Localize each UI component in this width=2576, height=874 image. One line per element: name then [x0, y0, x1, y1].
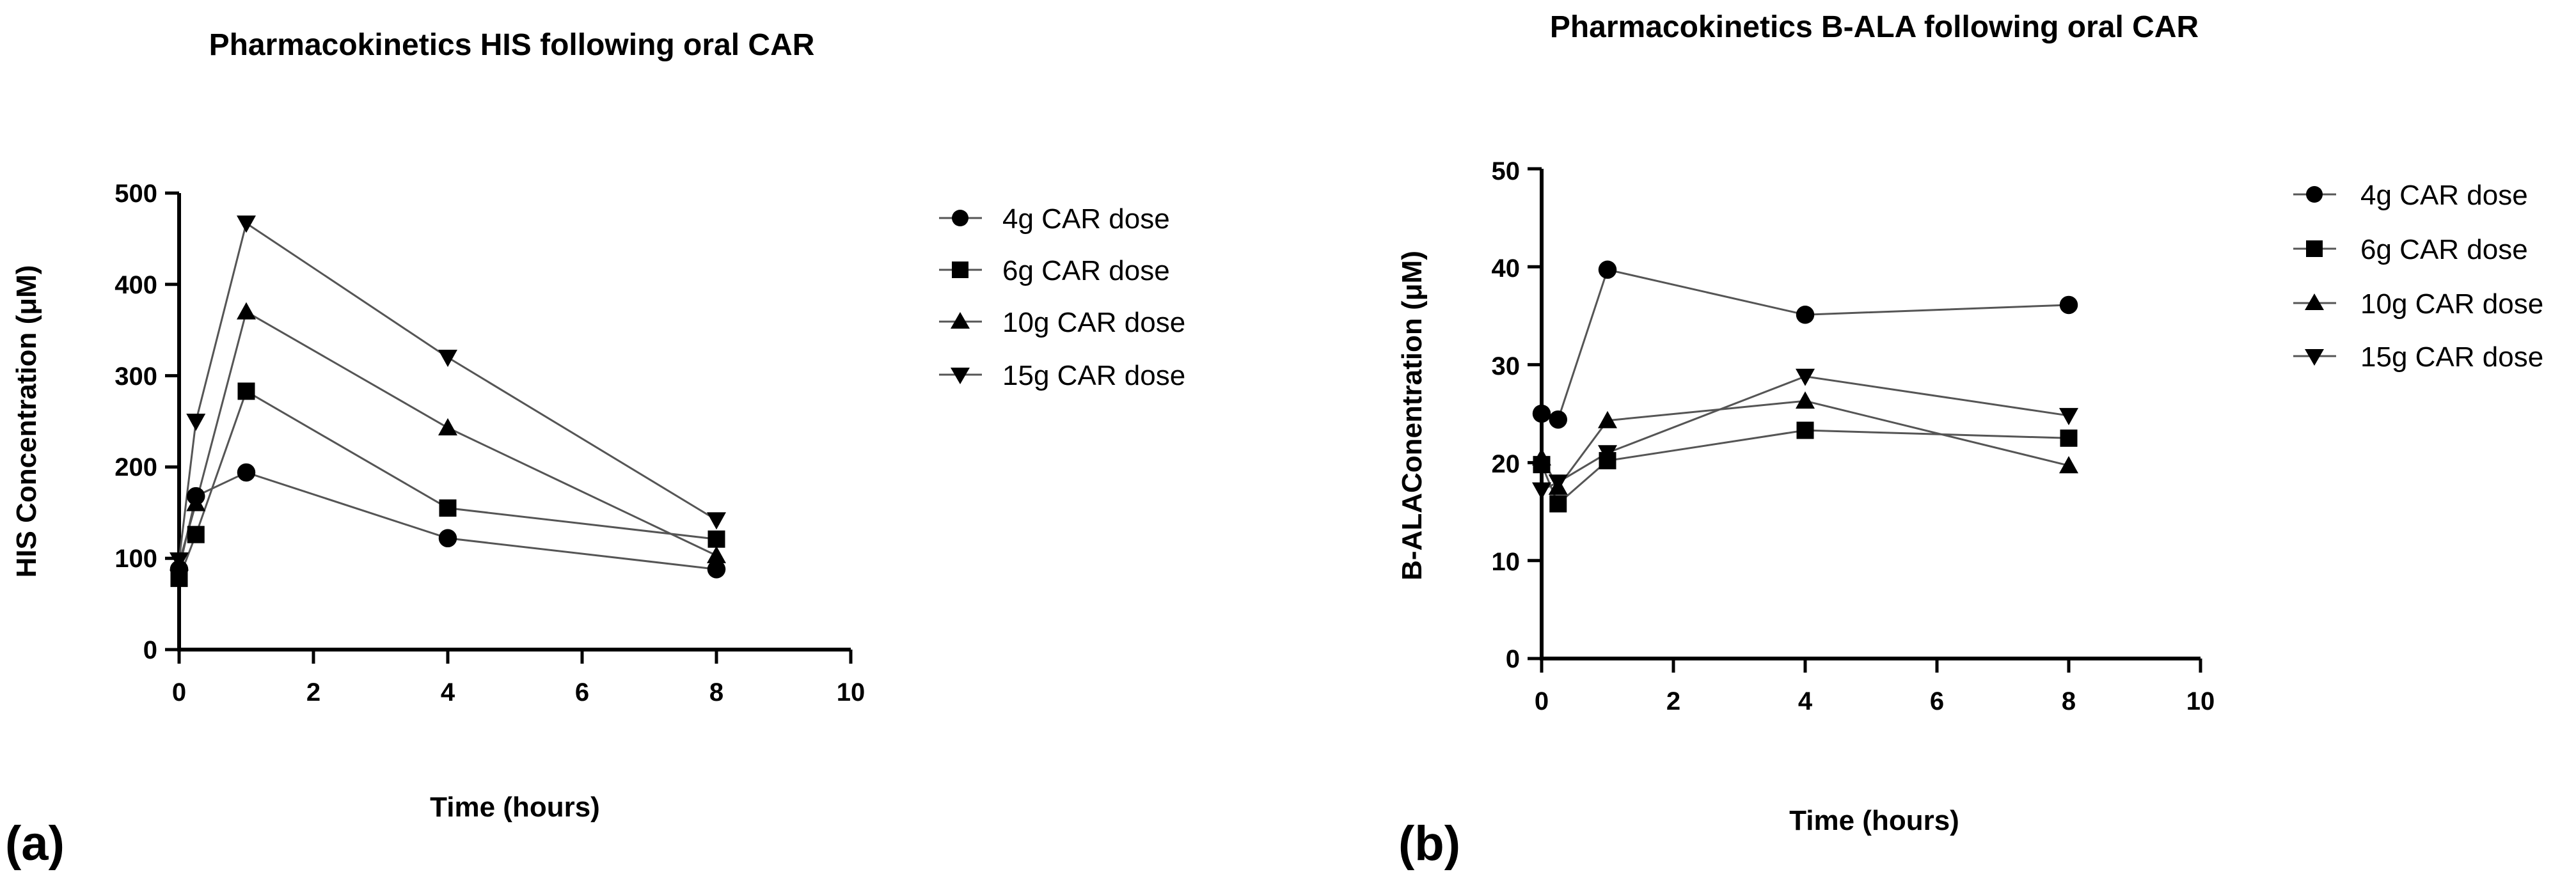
y-tick-label: 10 [1492, 548, 1521, 576]
legend-marker-triangle-up [951, 312, 970, 329]
data-point-square [2060, 429, 2078, 447]
plot-area-a [165, 191, 853, 664]
series-line-10g-car-dose [178, 310, 717, 563]
x-tick-label: 10 [2186, 687, 2215, 715]
data-point-triangle-down [2059, 408, 2078, 426]
data-point-triangle-down [186, 414, 206, 431]
data-point-triangle-up [707, 545, 726, 563]
x-axis-label-a: Time (hours) [430, 792, 600, 823]
chart-panel-a: Pharmacokinetics HIS following oral CAR … [5, 28, 1185, 871]
data-point-square [170, 570, 188, 588]
legend-a: 4g CAR dose 6g CAR dose 10g CAR dose 15g… [939, 203, 1185, 391]
x-tick-label: 0 [172, 678, 186, 706]
legend-label: 15g CAR dose [2360, 341, 2543, 373]
data-point-circle [1549, 410, 1567, 429]
chart-title-b: Pharmacokinetics B-ALA following oral CA… [1550, 10, 2199, 44]
panel-label-b: (b) [1398, 816, 1460, 871]
data-point-triangle-down [1796, 368, 1815, 386]
x-tick-label: 6 [575, 678, 589, 706]
y-tick-label: 50 [1492, 157, 1521, 185]
data-point-square [439, 499, 457, 517]
data-point-circle [1598, 260, 1617, 279]
x-tick-label: 6 [1930, 687, 1944, 715]
data-point-square [707, 530, 725, 548]
data-point-triangle-up [438, 417, 457, 435]
legend-marker-triangle-down [2305, 349, 2324, 366]
chart-panel-b: Pharmacokinetics B-ALA following oral CA… [1396, 10, 2543, 871]
x-tick-label: 4 [1798, 687, 1813, 715]
legend-label: 10g CAR dose [2360, 288, 2543, 320]
data-point-triangle-up [186, 494, 206, 511]
panel-label-a: (a) [5, 816, 65, 871]
data-point-circle [438, 529, 457, 548]
legend-marker-triangle-up [2305, 293, 2324, 310]
y-tick-label: 400 [115, 271, 157, 299]
legend-label: 4g CAR dose [1002, 203, 1170, 235]
y-tick-label: 0 [143, 636, 157, 664]
data-point-triangle-up [1796, 391, 1815, 409]
y-tick-label: 200 [115, 453, 157, 481]
y-tick-label: 300 [115, 363, 157, 391]
data-point-circle [2059, 295, 2078, 315]
data-point-triangle-down [1548, 474, 1568, 492]
data-point-triangle-down [237, 215, 256, 233]
y-tick-label: 40 [1492, 254, 1521, 283]
legend-marker-square [952, 261, 968, 278]
data-point-circle [1532, 404, 1551, 423]
data-point-triangle-down [438, 350, 457, 368]
y-axis-label-a: HIS Concentration (μM) [11, 265, 42, 578]
series-line-10g-car-dose [1540, 400, 2069, 489]
legend-marker-triangle-down [951, 368, 970, 384]
y-tick-label: 20 [1492, 450, 1521, 478]
x-tick-label: 2 [1666, 687, 1680, 715]
data-point-square [1796, 421, 1814, 439]
y-tick-label: 500 [115, 180, 157, 208]
series-line-4g-car-dose [178, 471, 717, 570]
series-line-6g-car-dose [1540, 429, 2069, 506]
x-tick-label: 2 [306, 678, 320, 706]
legend-marker-circle [952, 210, 968, 226]
data-point-triangle-down [707, 512, 726, 530]
legend-label: 4g CAR dose [2360, 180, 2528, 211]
data-point-square [237, 382, 255, 400]
data-point-circle [237, 463, 256, 482]
chart-title-a: Pharmacokinetics HIS following oral CAR [209, 28, 815, 62]
y-axis-label-b: B-ALAConentration (μM) [1396, 251, 1428, 581]
data-point-triangle-down [1598, 445, 1617, 463]
y-tick-label: 100 [115, 545, 157, 573]
data-point-triangle-up [1532, 448, 1551, 465]
x-tick-label: 0 [1535, 687, 1549, 715]
y-tick-label: 0 [1506, 645, 1520, 673]
y-tick-label: 30 [1492, 352, 1521, 380]
data-point-triangle-up [1598, 410, 1617, 428]
axes-a [177, 193, 851, 652]
data-point-triangle-up [2059, 456, 2078, 474]
legend-marker-square [2306, 240, 2323, 257]
data-point-circle [707, 560, 726, 579]
legend-label: 15g CAR dose [1002, 360, 1185, 391]
legend-label: 10g CAR dose [1002, 307, 1185, 338]
x-tick-label: 10 [837, 678, 865, 706]
x-axis-label-b: Time (hours) [1789, 805, 1959, 836]
data-point-triangle-down [170, 552, 189, 570]
x-tick-label: 8 [2062, 687, 2076, 715]
data-point-circle [1796, 306, 1815, 324]
data-point-square [1549, 495, 1567, 513]
legend-label: 6g CAR dose [2360, 234, 2528, 265]
plot-area-b [1528, 167, 2202, 673]
data-point-square [187, 526, 205, 543]
legend-label: 6g CAR dose [1002, 255, 1170, 286]
legend-b: 4g CAR dose 6g CAR dose 10g CAR dose 15g… [2293, 180, 2543, 373]
legend-marker-circle [2306, 186, 2323, 203]
x-tick-label: 8 [709, 678, 723, 706]
data-point-triangle-down [1532, 482, 1551, 500]
axes-b [1540, 169, 2201, 660]
x-tick-label: 4 [441, 678, 455, 706]
data-point-triangle-up [237, 302, 256, 320]
